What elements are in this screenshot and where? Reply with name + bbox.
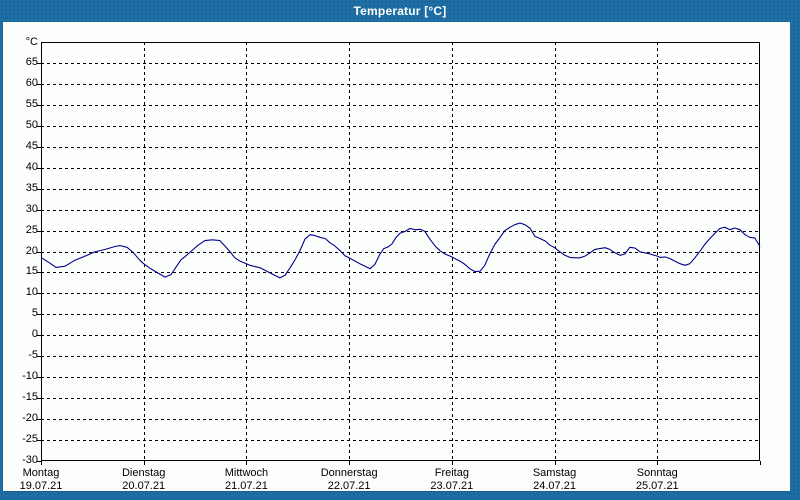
- x-date-label: 24.07.21: [533, 480, 576, 492]
- temperature-line: [40, 222, 761, 279]
- y-tick-label: -30: [22, 454, 38, 466]
- x-day-label: Montag: [22, 467, 60, 479]
- x-day-label: Sonntag: [636, 467, 678, 479]
- y-tick-label: 10: [25, 286, 38, 299]
- y-tick-label: 45: [25, 139, 38, 152]
- y-tick-label: 5: [31, 307, 38, 320]
- x-day-label: Donnerstag: [320, 467, 378, 479]
- title-bar[interactable]: Temperatur [°C]: [0, 0, 800, 22]
- y-tick-label: -20: [22, 412, 38, 425]
- y-tick-label: 25: [25, 223, 38, 236]
- x-date-label: 25.07.21: [635, 480, 679, 492]
- y-tick-label: 60: [25, 76, 38, 89]
- x-day-label: Samstag: [532, 467, 577, 479]
- y-tick-label: -10: [22, 370, 38, 383]
- y-tick-label: 30: [25, 202, 38, 215]
- x-date-label: 21.07.21: [225, 480, 268, 492]
- x-day-label: Dienstag: [121, 467, 166, 479]
- y-tick-label: 40: [25, 160, 38, 173]
- chart-panel: °C 65 60 55 50 45 40 35 30 25 20 15 10 5 0 -5 -10 -15 -20…: [3, 22, 790, 492]
- x-date-label: 20.07.21: [122, 480, 166, 492]
- y-tick-label: 20: [25, 244, 38, 257]
- y-tick-label: -25: [22, 433, 38, 446]
- y-tick-label: -5: [28, 349, 38, 362]
- y-tick-label: -15: [22, 391, 38, 404]
- x-day-label: Mittwoch: [224, 467, 269, 479]
- y-tick-label: 65: [25, 55, 38, 68]
- y-axis-unit-label: °C: [25, 36, 38, 48]
- x-day-label: Freitag: [434, 467, 469, 479]
- y-tick-label: 35: [25, 181, 38, 194]
- y-tick-label: 15: [25, 265, 38, 278]
- x-date-label: 19.07.21: [19, 480, 63, 492]
- y-tick-label: 0: [31, 328, 38, 341]
- y-tick-label: 50: [25, 118, 38, 131]
- y-tick-label: 55: [25, 97, 38, 110]
- plot-border: [41, 42, 760, 461]
- chart-svg: [37, 42, 761, 465]
- x-date-label: 22.07.21: [327, 480, 371, 492]
- plot-area: [37, 42, 761, 465]
- window-title: Temperatur [°C]: [353, 4, 447, 18]
- x-date-label: 23.07.21: [430, 480, 474, 492]
